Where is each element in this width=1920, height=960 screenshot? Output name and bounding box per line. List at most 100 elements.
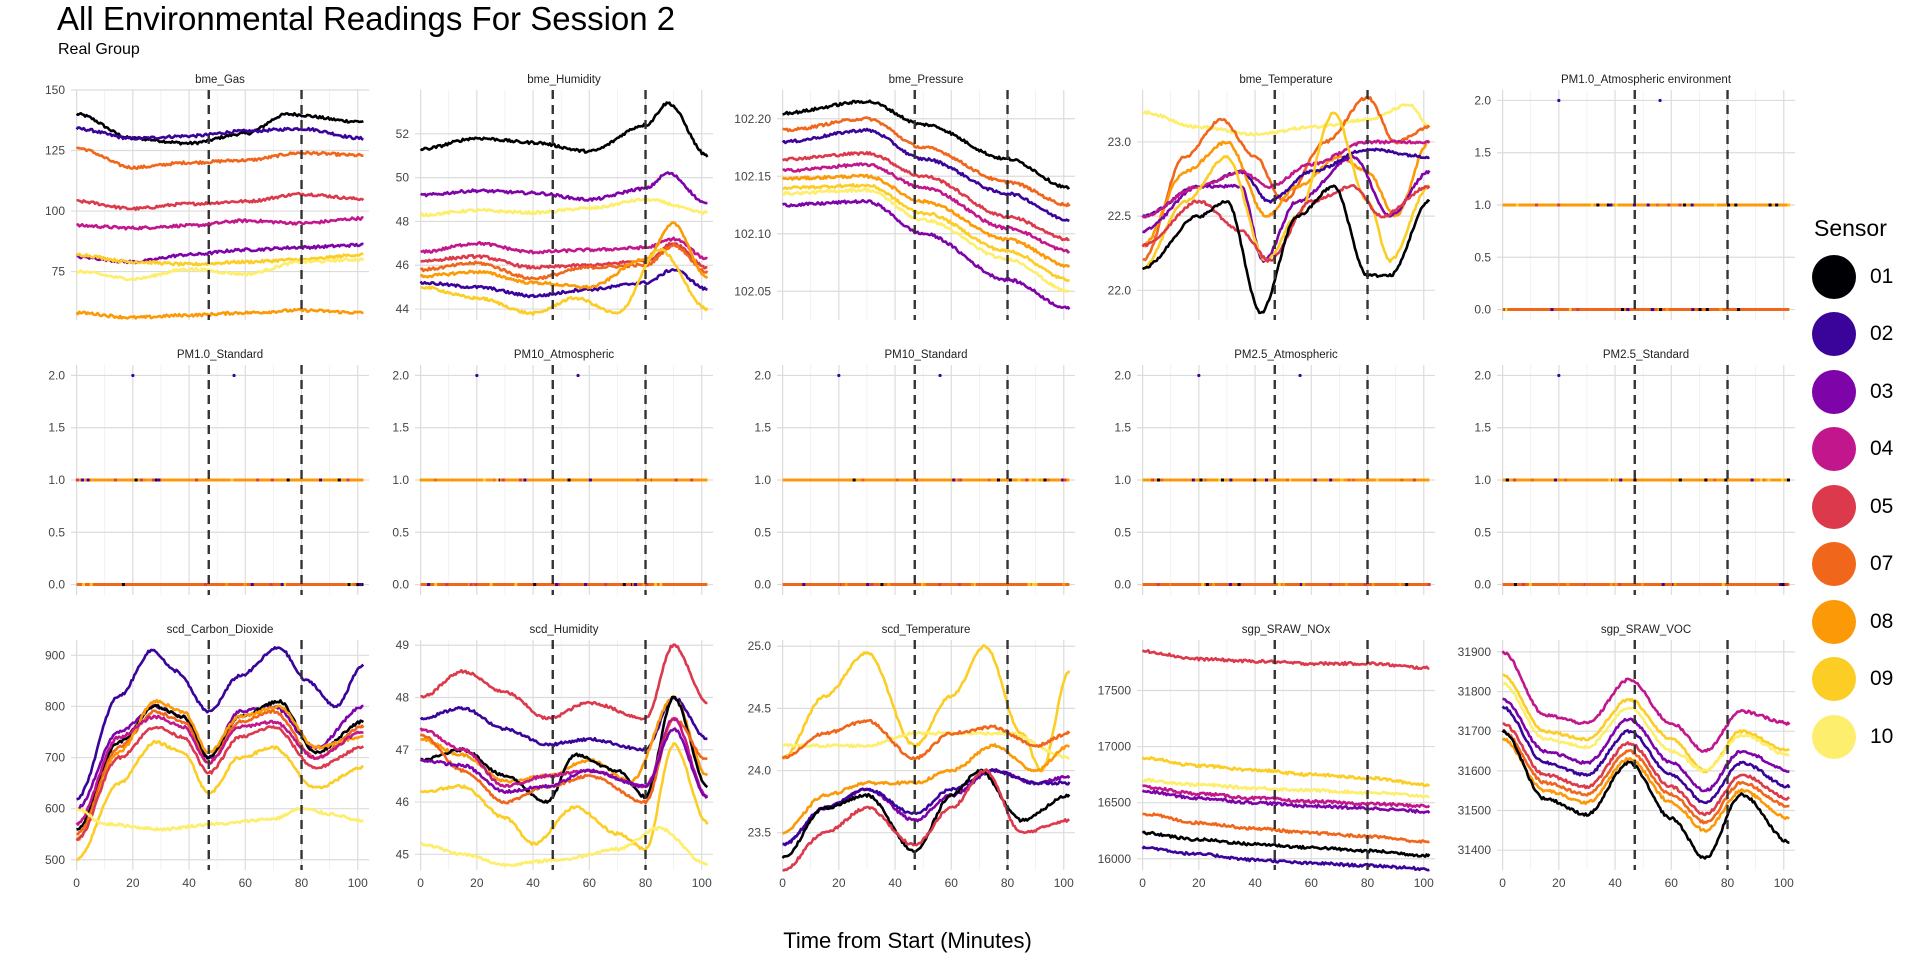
data-point (1557, 203, 1561, 207)
panel-bme_Gas: bme_Gas 75 100 125 150 (45, 74, 369, 320)
legend-label: 10 (1870, 724, 1894, 748)
legend: Sensor 01 02 03 04 05 07 08 09 10 (1812, 215, 1912, 766)
data-point (1528, 583, 1532, 587)
data-point (489, 583, 493, 587)
x-tick-label: 60 (1665, 876, 1679, 890)
x-tick-label: 40 (1248, 876, 1262, 890)
legend-label: 03 (1870, 379, 1894, 403)
legend-swatch (1812, 542, 1856, 587)
data-point (1191, 478, 1195, 482)
y-tick-label: 31800 (1458, 685, 1492, 699)
panel-title: sgp_SRAW_VOC (1601, 624, 1691, 636)
data-point (802, 583, 806, 587)
data-point (555, 583, 559, 587)
x-tick-label: 0 (417, 876, 424, 890)
data-point (922, 583, 926, 587)
data-point (1662, 478, 1666, 482)
y-tick-label: 100 (45, 204, 65, 218)
data-point (1590, 203, 1594, 207)
series-04 (419, 717, 709, 798)
data-point (337, 478, 341, 482)
data-point (533, 583, 537, 587)
data-point (1727, 203, 1731, 207)
y-tick-label: 0.5 (1114, 525, 1131, 539)
data-point (1646, 203, 1650, 207)
data-point (1205, 583, 1209, 587)
data-point (645, 583, 649, 587)
data-point (841, 583, 845, 587)
series-09 (781, 644, 1071, 773)
outlier-point (1658, 98, 1662, 103)
data-point (1619, 478, 1623, 482)
y-tick-label: 0.0 (1474, 578, 1491, 592)
y-tick-label: 0.5 (1474, 525, 1491, 539)
series-09 (419, 742, 709, 852)
y-tick-label: 0.0 (1114, 578, 1131, 592)
data-point (1046, 478, 1050, 482)
y-tick-label: 2.0 (1114, 368, 1131, 382)
x-tick-label: 80 (639, 876, 653, 890)
data-point (1521, 583, 1525, 587)
panel-PM10_Atmospheric: PM10_Atmospheric 0.0 0.5 1.0 1.5 2.0 (392, 349, 713, 595)
data-point (1151, 478, 1155, 482)
data-point (1029, 478, 1033, 482)
data-point (1609, 203, 1613, 207)
outlier-point (232, 373, 236, 378)
data-point (1347, 478, 1351, 482)
data-point (346, 478, 350, 482)
series-07 (419, 716, 708, 805)
data-point (1008, 478, 1012, 482)
series-03 (1502, 697, 1790, 793)
panel-title: bme_Humidity (527, 74, 601, 86)
y-tick-label: 0.0 (392, 578, 409, 592)
data-point (1683, 203, 1687, 207)
series-10 (419, 196, 709, 218)
series-02 (781, 127, 1070, 223)
series-01 (75, 111, 364, 146)
series-05 (1141, 649, 1430, 671)
x-tick-label: 80 (1001, 876, 1015, 890)
data-point (1667, 203, 1671, 207)
panel-title: scd_Carbon_Dioxide (167, 624, 274, 636)
x-tick-label: 20 (126, 876, 140, 890)
x-tick-label: 100 (1414, 876, 1434, 890)
x-tick-label: 100 (1054, 876, 1074, 890)
data-point (631, 583, 635, 587)
data-point (1405, 583, 1409, 587)
data-point (1398, 583, 1402, 587)
data-point (1363, 583, 1367, 587)
data-point (1698, 308, 1702, 312)
series-02 (1501, 705, 1791, 805)
series-01 (76, 699, 365, 831)
data-point (1580, 583, 1584, 587)
data-point (1513, 478, 1517, 482)
data-point (1724, 478, 1728, 482)
data-point (203, 583, 207, 587)
data-point (1371, 583, 1375, 587)
data-point (1767, 478, 1771, 482)
y-tick-label: 1.5 (754, 421, 771, 435)
series-05 (76, 725, 365, 842)
legend-swatch (1812, 427, 1856, 472)
data-point (1780, 478, 1784, 482)
data-point (1157, 478, 1161, 482)
panel-title: PM10_Atmospheric (514, 349, 615, 361)
panel-title: bme_Gas (195, 74, 245, 86)
data-point (1204, 478, 1208, 482)
legend-item-03: 03 (1812, 363, 1912, 421)
data-point (1678, 478, 1682, 482)
y-tick-label: 44 (396, 302, 410, 316)
data-point (702, 478, 706, 482)
data-point (1253, 478, 1257, 482)
y-tick-label: 47 (396, 743, 410, 757)
series-05 (782, 768, 1070, 872)
data-point (1568, 308, 1572, 312)
panel-title: scd_Humidity (529, 624, 598, 636)
outlier-point (938, 373, 942, 378)
legend-item-02: 02 (1812, 306, 1912, 364)
data-point (1509, 583, 1513, 587)
legend-title: Sensor (1814, 215, 1887, 241)
x-tick-label: 20 (832, 876, 846, 890)
series-07 (1142, 95, 1431, 262)
data-point (674, 478, 678, 482)
